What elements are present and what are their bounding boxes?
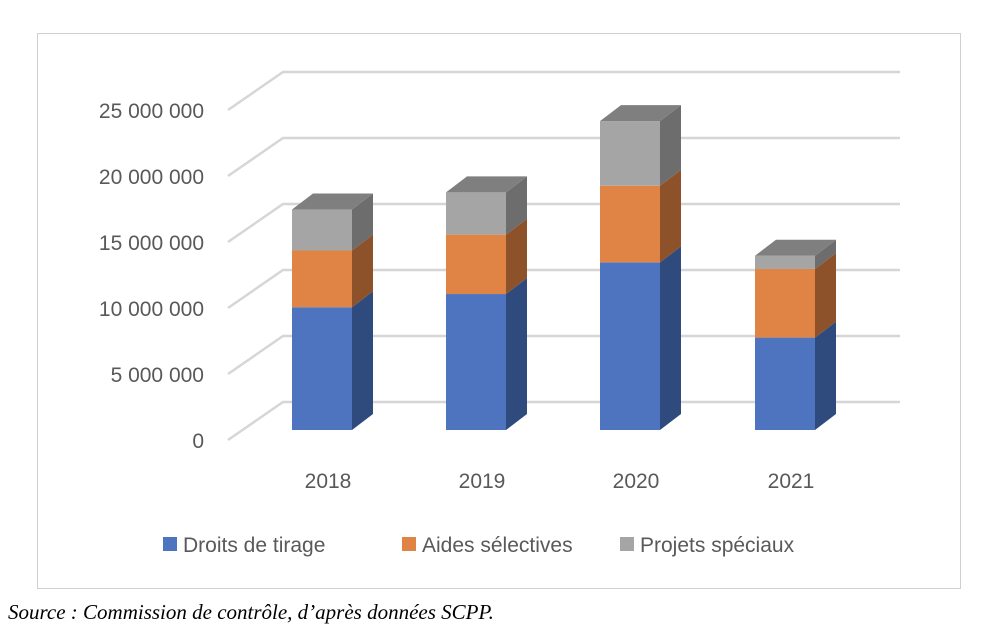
bar-segment-side [506, 176, 527, 235]
bar-segment-front [600, 262, 660, 430]
legend-swatch [620, 537, 634, 551]
x-tick-label: 2019 [459, 470, 506, 493]
gridline [227, 70, 900, 112]
bar-segment-side [815, 239, 836, 269]
bar-segment-front [446, 234, 506, 295]
legend-swatch [163, 537, 177, 551]
legend-label: Projets spéciaux [640, 534, 795, 557]
gridline [227, 136, 900, 178]
bar-segment-side [352, 193, 373, 251]
y-tick-label: 10 000 000 [99, 298, 204, 321]
bar-segment-front [446, 294, 506, 430]
bar-segment-front [292, 250, 352, 308]
chart-frame [37, 33, 961, 589]
x-tick-label: 2018 [305, 470, 352, 493]
y-tick-label: 15 000 000 [99, 232, 204, 255]
bar-segment-side [660, 246, 681, 430]
bar-segment-side [352, 234, 373, 308]
bar-segment-side [815, 252, 836, 338]
bar-segment-front [600, 121, 660, 186]
gridline [227, 202, 900, 244]
bar-segment-side [660, 169, 681, 263]
bar-segment-side [506, 278, 527, 430]
bar-top [292, 193, 373, 210]
legend-label: Aides sélectives [422, 534, 573, 557]
legend-label: Droits de tirage [183, 534, 325, 557]
bar-segment-front [600, 185, 660, 263]
y-tick-label: 25 000 000 [99, 100, 204, 123]
bar-segment-front [292, 209, 352, 251]
bar-segment-side [506, 218, 527, 295]
gridline [227, 334, 900, 376]
bar-segment-front [292, 307, 352, 430]
bar-top [600, 105, 681, 122]
legend-swatch [402, 537, 416, 551]
y-tick-label: 5 000 000 [111, 364, 204, 387]
bar-segment-side [352, 291, 373, 430]
x-tick-label: 2020 [613, 470, 660, 493]
bar-top [755, 239, 836, 256]
gridline [227, 268, 900, 310]
bar-segment-front [755, 268, 815, 338]
bar-segment-front [446, 192, 506, 235]
x-tick-label: 2021 [768, 470, 815, 493]
source-caption: Source : Commission de contrôle, d’après… [8, 600, 494, 624]
bar-top [446, 176, 527, 193]
stacked-bar-chart-3d: 0 5 000 000 10 000 000 15 000 000 20 000 000… [99, 70, 900, 557]
y-tick-label: 20 000 000 [99, 166, 204, 189]
gridline [227, 400, 900, 442]
bar-segment-side [660, 105, 681, 186]
bar-segment-side [815, 321, 836, 430]
y-tick-label: 0 [192, 430, 204, 453]
bar-segment-front [755, 255, 815, 269]
bar-segment-front [755, 337, 815, 430]
